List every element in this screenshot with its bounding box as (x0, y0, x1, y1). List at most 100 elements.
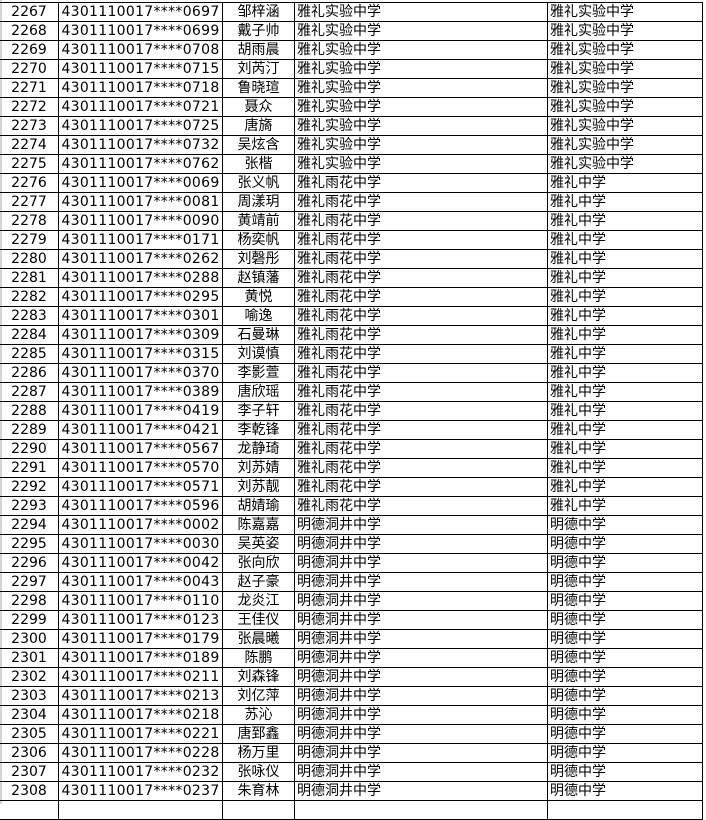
student-name-cell[interactable]: 胡雨晨 (222, 40, 295, 60)
id-number-cell[interactable]: 4301110017****0370 (58, 363, 223, 383)
row-number-cell[interactable]: 2286 (0, 363, 59, 383)
row-number-cell[interactable]: 2280 (0, 249, 59, 269)
row-number-cell[interactable]: 2290 (0, 439, 59, 459)
graduating-school-cell[interactable]: 雅礼雨花中学 (294, 287, 548, 307)
row-number-cell[interactable]: 2275 (0, 154, 59, 174)
student-name-cell[interactable]: 苏沁 (222, 705, 295, 725)
admitted-school-cell[interactable]: 雅礼中学 (547, 306, 703, 326)
id-number-cell[interactable]: 4301110017****0725 (58, 116, 223, 136)
admitted-school-cell[interactable]: 明德中学 (547, 781, 703, 801)
graduating-school-cell[interactable]: 雅礼实验中学 (294, 154, 548, 174)
admitted-school-cell[interactable]: 明德中学 (547, 515, 703, 535)
admitted-school-cell[interactable]: 雅礼中学 (547, 477, 703, 497)
id-number-cell[interactable]: 4301110017****0228 (58, 743, 223, 763)
graduating-school-cell[interactable]: 雅礼雨花中学 (294, 477, 548, 497)
admitted-school-cell[interactable]: 雅礼中学 (547, 249, 703, 269)
student-name-cell[interactable]: 赵镇藩 (222, 268, 295, 288)
student-name-cell[interactable]: 刘苏靓 (222, 477, 295, 497)
graduating-school-cell[interactable]: 明德洞井中学 (294, 572, 548, 592)
row-number-cell[interactable]: 2295 (0, 534, 59, 554)
student-name-cell[interactable]: 张晨曦 (222, 629, 295, 649)
student-name-cell[interactable]: 陈鹏 (222, 648, 295, 668)
empty-cell[interactable] (0, 800, 59, 820)
admitted-school-cell[interactable]: 明德中学 (547, 610, 703, 630)
student-name-cell[interactable]: 龙静琦 (222, 439, 295, 459)
graduating-school-cell[interactable]: 明德洞井中学 (294, 762, 548, 782)
row-number-cell[interactable]: 2287 (0, 382, 59, 402)
id-number-cell[interactable]: 4301110017****0081 (58, 192, 223, 212)
graduating-school-cell[interactable]: 明德洞井中学 (294, 743, 548, 763)
graduating-school-cell[interactable]: 雅礼实验中学 (294, 21, 548, 41)
student-name-cell[interactable]: 张向欣 (222, 553, 295, 573)
admitted-school-cell[interactable]: 雅礼实验中学 (547, 154, 703, 174)
student-name-cell[interactable]: 吴炫含 (222, 135, 295, 155)
id-number-cell[interactable]: 4301110017****0721 (58, 97, 223, 117)
row-number-cell[interactable]: 2277 (0, 192, 59, 212)
row-number-cell[interactable]: 2285 (0, 344, 59, 364)
row-number-cell[interactable]: 2269 (0, 40, 59, 60)
admitted-school-cell[interactable]: 明德中学 (547, 724, 703, 744)
id-number-cell[interactable]: 4301110017****0288 (58, 268, 223, 288)
admitted-school-cell[interactable]: 雅礼实验中学 (547, 97, 703, 117)
admitted-school-cell[interactable]: 雅礼中学 (547, 401, 703, 421)
empty-cell[interactable] (58, 800, 223, 820)
row-number-cell[interactable]: 2293 (0, 496, 59, 516)
admitted-school-cell[interactable]: 雅礼实验中学 (547, 40, 703, 60)
graduating-school-cell[interactable]: 雅礼雨花中学 (294, 382, 548, 402)
student-name-cell[interactable]: 戴子帅 (222, 21, 295, 41)
row-number-cell[interactable]: 2289 (0, 420, 59, 440)
id-number-cell[interactable]: 4301110017****0309 (58, 325, 223, 345)
student-name-cell[interactable]: 黄悦 (222, 287, 295, 307)
id-number-cell[interactable]: 4301110017****0221 (58, 724, 223, 744)
graduating-school-cell[interactable]: 雅礼雨花中学 (294, 192, 548, 212)
id-number-cell[interactable]: 4301110017****0262 (58, 249, 223, 269)
graduating-school-cell[interactable]: 明德洞井中学 (294, 724, 548, 744)
graduating-school-cell[interactable]: 雅礼雨花中学 (294, 344, 548, 364)
id-number-cell[interactable]: 4301110017****0042 (58, 553, 223, 573)
student-name-cell[interactable]: 赵子豪 (222, 572, 295, 592)
student-name-cell[interactable]: 刘磬彤 (222, 249, 295, 269)
admitted-school-cell[interactable]: 雅礼中学 (547, 268, 703, 288)
id-number-cell[interactable]: 4301110017****0295 (58, 287, 223, 307)
student-name-cell[interactable]: 刘谟慎 (222, 344, 295, 364)
admitted-school-cell[interactable]: 雅礼实验中学 (547, 135, 703, 155)
student-name-cell[interactable]: 刘苏婧 (222, 458, 295, 478)
row-number-cell[interactable]: 2283 (0, 306, 59, 326)
graduating-school-cell[interactable]: 明德洞井中学 (294, 648, 548, 668)
admitted-school-cell[interactable]: 明德中学 (547, 686, 703, 706)
student-name-cell[interactable]: 张咏仪 (222, 762, 295, 782)
graduating-school-cell[interactable]: 雅礼实验中学 (294, 2, 548, 22)
graduating-school-cell[interactable]: 雅礼雨花中学 (294, 439, 548, 459)
admitted-school-cell[interactable]: 明德中学 (547, 534, 703, 554)
graduating-school-cell[interactable]: 雅礼雨花中学 (294, 249, 548, 269)
admitted-school-cell[interactable]: 雅礼中学 (547, 496, 703, 516)
id-number-cell[interactable]: 4301110017****0570 (58, 458, 223, 478)
id-number-cell[interactable]: 4301110017****0732 (58, 135, 223, 155)
graduating-school-cell[interactable]: 明德洞井中学 (294, 781, 548, 801)
id-number-cell[interactable]: 4301110017****0697 (58, 2, 223, 22)
graduating-school-cell[interactable]: 明德洞井中学 (294, 534, 548, 554)
row-number-cell[interactable]: 2307 (0, 762, 59, 782)
id-number-cell[interactable]: 4301110017****0708 (58, 40, 223, 60)
student-name-cell[interactable]: 周漾玥 (222, 192, 295, 212)
student-name-cell[interactable]: 吴英姿 (222, 534, 295, 554)
admitted-school-cell[interactable]: 雅礼中学 (547, 287, 703, 307)
row-number-cell[interactable]: 2303 (0, 686, 59, 706)
row-number-cell[interactable]: 2279 (0, 230, 59, 250)
admitted-school-cell[interactable]: 雅礼中学 (547, 325, 703, 345)
admitted-school-cell[interactable]: 雅礼中学 (547, 173, 703, 193)
student-name-cell[interactable]: 陈嘉嘉 (222, 515, 295, 535)
row-number-cell[interactable]: 2274 (0, 135, 59, 155)
row-number-cell[interactable]: 2305 (0, 724, 59, 744)
student-name-cell[interactable]: 黄靖前 (222, 211, 295, 231)
admitted-school-cell[interactable]: 雅礼中学 (547, 439, 703, 459)
graduating-school-cell[interactable]: 雅礼雨花中学 (294, 496, 548, 516)
admitted-school-cell[interactable]: 明德中学 (547, 591, 703, 611)
id-number-cell[interactable]: 4301110017****0213 (58, 686, 223, 706)
admitted-school-cell[interactable]: 明德中学 (547, 762, 703, 782)
row-number-cell[interactable]: 2306 (0, 743, 59, 763)
admitted-school-cell[interactable]: 明德中学 (547, 553, 703, 573)
admitted-school-cell[interactable]: 雅礼中学 (547, 458, 703, 478)
id-number-cell[interactable]: 4301110017****0030 (58, 534, 223, 554)
id-number-cell[interactable]: 4301110017****0389 (58, 382, 223, 402)
